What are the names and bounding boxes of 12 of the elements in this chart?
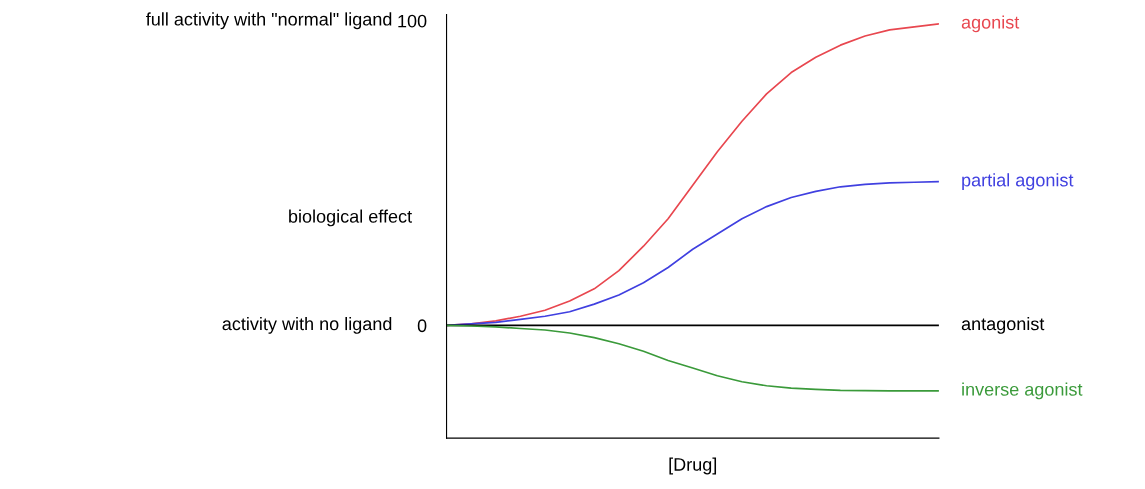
- series-label: agonist: [961, 15, 1020, 33]
- line-series: [446, 180, 939, 327]
- y-tick-label: 100: [398, 14, 427, 28]
- series-label: inverse agonist: [962, 382, 1083, 400]
- y-tick-label: 0: [417, 319, 427, 333]
- line-series: [446, 324, 939, 392]
- series-label: partial agonist: [962, 173, 1074, 191]
- series-label: antagonist: [961, 317, 1045, 334]
- text: full activity with "normal" ligand: [146, 12, 392, 30]
- x-axis-title: [Drug]: [669, 457, 717, 475]
- text: activity with no ligand: [222, 317, 392, 334]
- y-axis-title: biological effect: [289, 209, 412, 227]
